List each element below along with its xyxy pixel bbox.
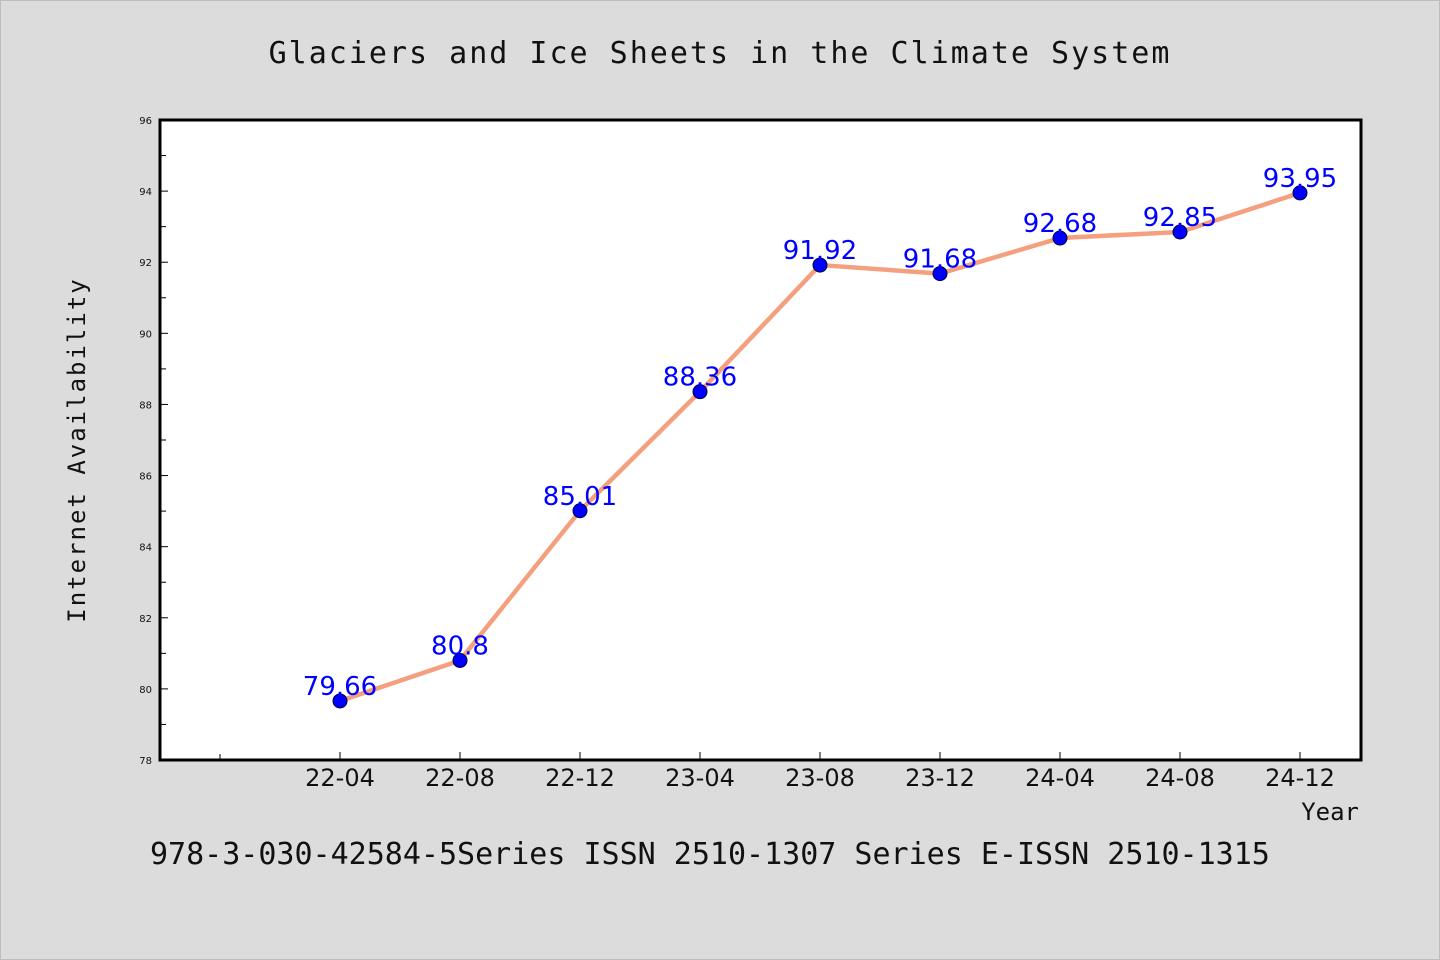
data-label: 80.8 (431, 631, 489, 661)
data-point (812, 257, 828, 273)
data-label: 92.85 (1143, 203, 1217, 233)
y-tick-label: 92 (139, 258, 152, 269)
data-point (932, 266, 948, 282)
data-point (572, 503, 588, 519)
chart-title: Glaciers and Ice Sheets in the Climate S… (269, 36, 1172, 71)
data-point (692, 384, 708, 400)
data-label: 91.68 (903, 245, 977, 275)
series-points-group (332, 185, 1308, 709)
y-axis: 78 80 82 84 86 88 90 92 94 96 (139, 116, 168, 767)
y-tick-label: 78 (139, 756, 152, 767)
y-tick-label: 94 (139, 187, 152, 198)
x-tick-label: 23-12 (905, 764, 975, 792)
x-tick-label: 23-04 (665, 764, 735, 792)
x-tick-label: 22-04 (305, 764, 375, 792)
x-tick-label: 24-08 (1145, 764, 1215, 792)
y-tick-label: 90 (139, 329, 152, 340)
x-tick-label: 24-04 (1025, 764, 1095, 792)
y-tick-label: 80 (139, 685, 152, 696)
data-labels-group: 79.66 80.8 85.01 88.36 91.92 91.68 92.68 92.85 9… (303, 164, 1337, 702)
x-tick-label: 22-12 (545, 764, 615, 792)
data-point (332, 693, 348, 709)
x-tick-label: 23-08 (785, 764, 855, 792)
y-tick-label: 96 (139, 116, 152, 127)
data-point (452, 652, 468, 668)
footer-text: 978-3-030-42584-5Series ISSN 2510-1307 S… (150, 837, 1270, 872)
data-point (1052, 230, 1068, 246)
x-tick-label: 22-08 (425, 764, 495, 792)
data-label: 91.92 (783, 236, 857, 266)
data-label: 79.66 (303, 672, 377, 702)
x-axis: 22-04 22-08 22-12 23-04 23-08 23-12 24-04 24-08… (219, 752, 1335, 792)
data-label: 88.36 (663, 363, 737, 393)
data-label: 93.95 (1263, 164, 1337, 194)
y-tick-label: 84 (139, 543, 152, 554)
y-tick-label: 82 (139, 614, 152, 625)
plot-area (158, 118, 1363, 762)
y-tick-label: 86 (139, 472, 152, 483)
data-point (1172, 224, 1188, 240)
x-tick-label: 24-12 (1265, 764, 1335, 792)
x-axis-label: Year (1301, 798, 1359, 826)
y-tick-label: 88 (139, 400, 152, 411)
data-label: 85.01 (543, 482, 617, 512)
y-axis-label: Internet Availability (63, 277, 91, 622)
data-point (1292, 185, 1308, 201)
data-label: 92.68 (1023, 209, 1097, 239)
